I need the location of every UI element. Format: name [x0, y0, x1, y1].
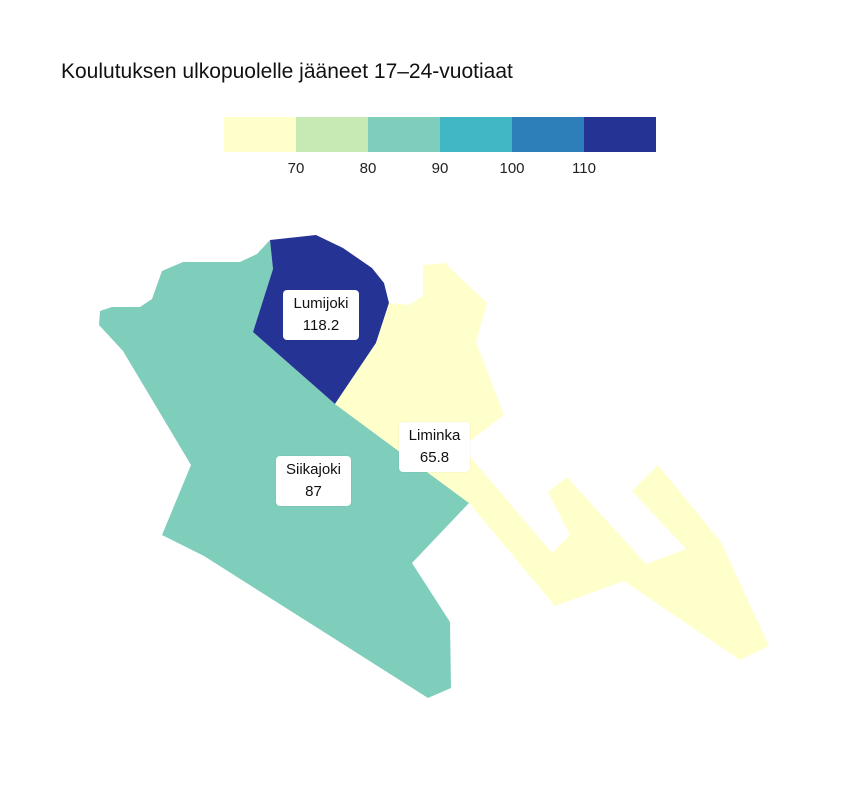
legend-tick-label: 80	[359, 160, 377, 177]
region-liminka[interactable]	[335, 263, 769, 660]
legend-bin-3	[368, 117, 440, 152]
region-name: Liminka	[408, 427, 461, 444]
legend-bin-4	[440, 117, 512, 152]
region-value: 65.8	[419, 449, 450, 466]
region-name: Siikajoki	[285, 461, 342, 478]
legend-tick-label: 110	[572, 160, 596, 177]
legend-bin-5	[512, 117, 584, 152]
region-label-liminka: Liminka 65.8	[399, 422, 470, 472]
legend-tick-label: 90	[431, 160, 449, 177]
region-name: Lumijoki	[293, 295, 349, 312]
legend-bin-6	[584, 117, 656, 152]
color-legend	[224, 117, 656, 152]
region-value: 87	[305, 483, 322, 500]
region-label-siikajoki: Siikajoki 87	[276, 456, 351, 506]
map-title: Koulutuksen ulkopuolelle jääneet 17–24-v…	[61, 60, 513, 83]
legend-tick-label: 100	[499, 160, 525, 177]
region-value: 118.2	[302, 317, 340, 334]
legend-tick-label: 70	[287, 160, 305, 177]
region-label-lumijoki: Lumijoki 118.2	[283, 290, 359, 340]
legend-bin-2	[296, 117, 368, 152]
legend-bin-1	[224, 117, 296, 152]
